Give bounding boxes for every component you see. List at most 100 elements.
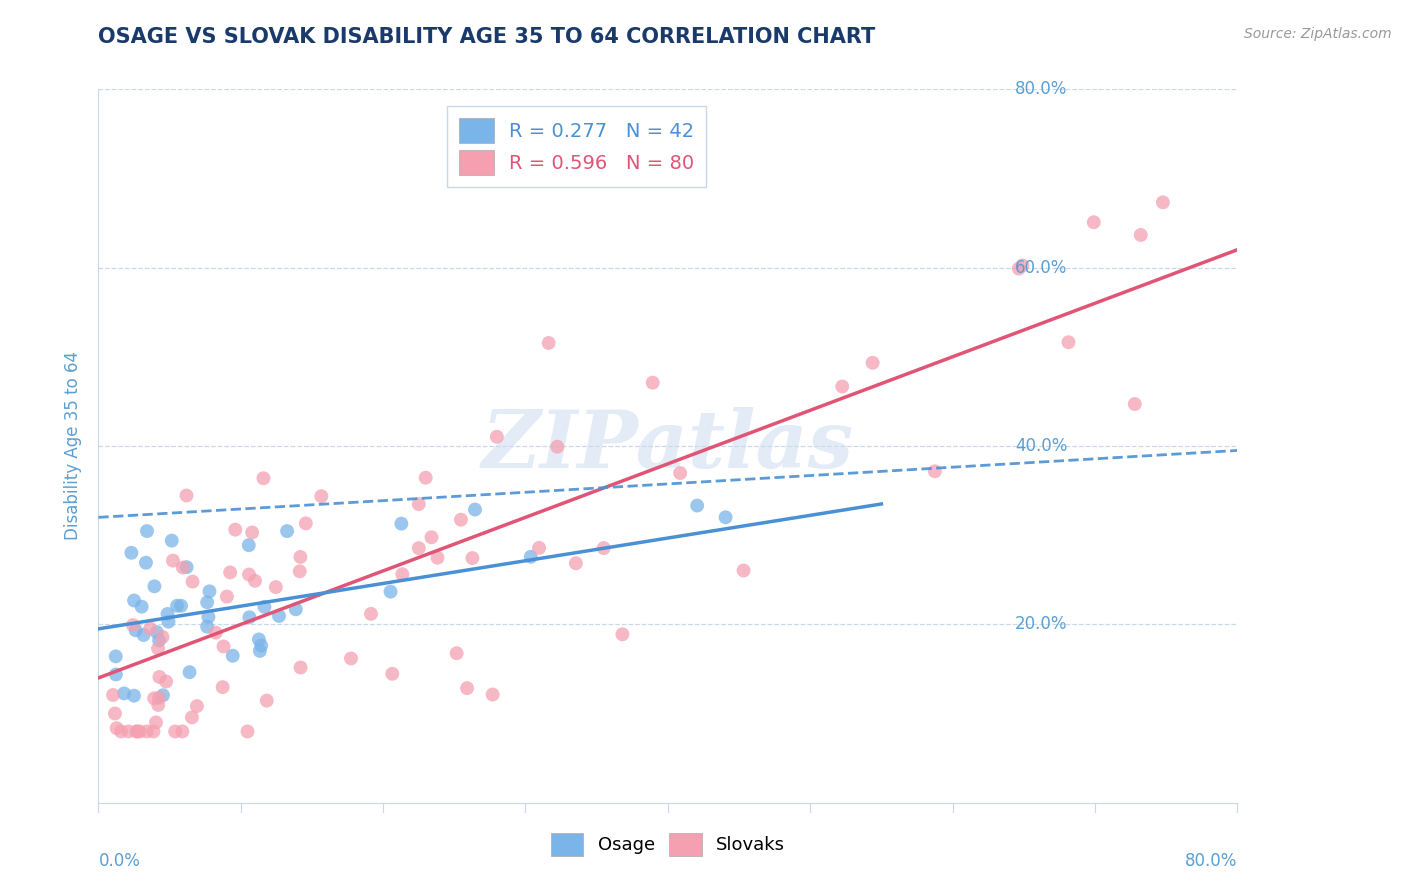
Point: [198, 584, 221, 599]
Point: [212, 640, 235, 654]
Point: [162, 553, 184, 567]
Point: [420, 530, 443, 544]
Point: [143, 579, 166, 593]
Point: [290, 549, 312, 564]
Point: [546, 440, 568, 454]
Point: [238, 538, 260, 552]
Point: [219, 566, 242, 580]
Text: 60.0%: 60.0%: [1015, 259, 1067, 277]
Point: [104, 706, 127, 721]
Point: [135, 724, 157, 739]
Point: [197, 610, 219, 624]
Point: [252, 471, 274, 485]
Point: [112, 686, 135, 700]
Text: 80.0%: 80.0%: [1015, 80, 1067, 98]
Point: [485, 430, 508, 444]
Point: [295, 516, 318, 531]
Point: [408, 541, 430, 555]
Point: [215, 590, 238, 604]
Point: [360, 607, 382, 621]
Point: [592, 541, 614, 555]
Point: [256, 693, 278, 707]
Point: [204, 625, 226, 640]
Point: [172, 560, 194, 574]
Point: [181, 710, 204, 724]
Point: [101, 688, 124, 702]
Point: [148, 690, 170, 705]
Point: [172, 724, 194, 739]
Text: Source: ZipAtlas.com: Source: ZipAtlas.com: [1244, 27, 1392, 41]
Point: [224, 523, 246, 537]
Point: [122, 618, 145, 632]
Point: [104, 667, 127, 681]
Point: [211, 680, 233, 694]
Text: 80.0%: 80.0%: [1185, 852, 1237, 870]
Point: [686, 499, 709, 513]
Point: [267, 609, 290, 624]
Point: [1129, 227, 1152, 242]
Point: [156, 607, 179, 621]
Point: [176, 488, 198, 502]
Point: [1057, 335, 1080, 350]
Point: [537, 335, 560, 350]
Point: [381, 666, 404, 681]
Point: [456, 681, 478, 695]
Point: [125, 724, 148, 739]
Point: [148, 670, 170, 684]
Point: [148, 698, 170, 712]
Point: [160, 533, 183, 548]
Point: [124, 624, 146, 638]
Point: [276, 524, 298, 538]
Point: [389, 516, 412, 531]
Text: 20.0%: 20.0%: [1015, 615, 1067, 633]
Point: [243, 574, 266, 588]
Point: [152, 630, 174, 644]
Point: [408, 497, 430, 511]
Point: [157, 615, 180, 629]
Point: [247, 632, 270, 647]
Legend: Osage, Slovaks: Osage, Slovaks: [541, 824, 794, 865]
Point: [1083, 215, 1105, 229]
Y-axis label: Disability Age 35 to 64: Disability Age 35 to 64: [65, 351, 83, 541]
Point: [520, 549, 543, 564]
Point: [924, 464, 946, 478]
Point: [1152, 195, 1174, 210]
Point: [117, 724, 139, 739]
Point: [450, 513, 472, 527]
Point: [311, 489, 333, 503]
Point: [250, 639, 273, 653]
Point: [122, 689, 145, 703]
Point: [236, 724, 259, 739]
Point: [179, 665, 201, 680]
Point: [166, 599, 188, 613]
Point: [181, 574, 204, 589]
Point: [714, 510, 737, 524]
Point: [464, 502, 486, 516]
Point: [155, 674, 177, 689]
Point: [104, 649, 127, 664]
Point: [195, 595, 218, 609]
Point: [148, 633, 170, 648]
Point: [862, 356, 884, 370]
Point: [146, 641, 169, 656]
Point: [152, 688, 174, 702]
Point: [145, 715, 167, 730]
Point: [391, 567, 413, 582]
Point: [290, 660, 312, 674]
Point: [1011, 259, 1033, 273]
Point: [139, 622, 162, 636]
Point: [120, 546, 142, 560]
Point: [446, 646, 468, 660]
Point: [288, 564, 311, 578]
Point: [426, 550, 449, 565]
Point: [222, 648, 245, 663]
Point: [186, 699, 208, 714]
Point: [136, 524, 159, 538]
Point: [135, 556, 157, 570]
Point: [831, 379, 853, 393]
Point: [669, 466, 692, 480]
Point: [1008, 261, 1031, 276]
Point: [461, 551, 484, 566]
Point: [146, 625, 169, 640]
Text: ZIPatlas: ZIPatlas: [482, 408, 853, 484]
